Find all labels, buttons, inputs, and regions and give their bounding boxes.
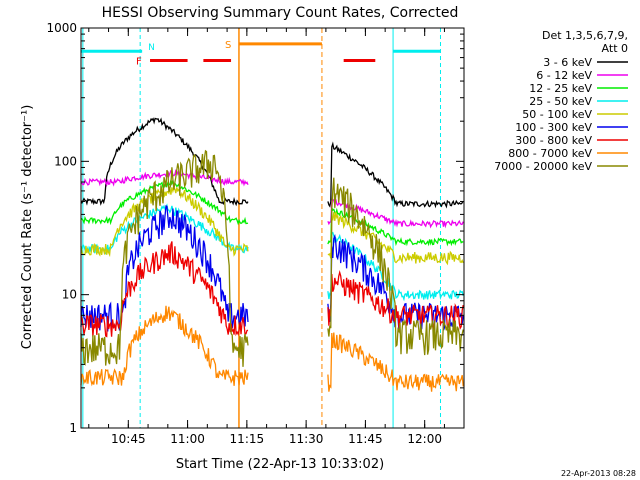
series-line-5-seg-0 [80,205,249,332]
y-axis-label: Corrected Count Rate (s⁻¹ detector⁻¹) [20,105,35,350]
legend-entry-label-2: 12 - 25 keV [529,82,592,95]
axes: 1 10 100 1000 10:45 11:00 11:15 11:30 11:45 12:00 [46,21,465,446]
series-line-7-seg-1 [327,332,464,392]
y-tick-label-3: 1000 [46,21,77,35]
series-line-0-seg-0 [80,117,249,207]
y-tick-label-0: 1 [69,421,77,435]
series-line-8-seg-0 [80,149,249,367]
legend-entry-label-1: 6 - 12 keV [536,69,592,82]
legend-entry-label-8: 7000 - 20000 keV [494,160,592,173]
legend-header-line2: Att 0 [602,42,628,55]
x-tick-label-2: 11:15 [230,432,265,446]
series-line-7-seg-0 [80,305,249,387]
legend-entry-label-0: 3 - 6 keV [543,56,592,69]
timestamp: 22-Apr-2013 08:28 [561,469,636,478]
legend-entry-label-6: 300 - 800 keV [515,134,592,147]
series-line-4-seg-0 [80,186,249,258]
y-tick-label-2: 100 [54,154,77,168]
plot-area: FN S [80,28,464,428]
x-tick-label-3: 11:30 [289,432,324,446]
series-line-2-seg-1 [327,207,464,247]
x-tick-label-4: 11:45 [348,432,383,446]
x-tick-label-0: 10:45 [111,432,146,446]
series-line-4-seg-1 [327,211,464,266]
series-line-2-seg-0 [80,178,249,226]
legend-entry-label-4: 50 - 100 keV [522,108,592,121]
legend-entry-label-7: 800 - 7000 keV [508,147,592,160]
series-line-0-seg-1 [327,141,464,209]
x-tick-label-5: 12:00 [407,432,442,446]
series-line-8-seg-1 [327,177,464,356]
series-line-6-seg-0 [80,241,249,338]
legend-header-line1: Det 1,3,5,6,7,9, [542,29,628,42]
y-tick-label-1: 10 [62,288,77,302]
flag-label-F: F [136,57,142,68]
legend-entry-label-5: 100 - 300 keV [515,121,592,134]
plot-frame [80,27,465,429]
x-axis-label: Start Time (22-Apr-13 10:33:02) [176,457,384,472]
chart-title: HESSI Observing Summary Count Rates, Cor… [102,5,459,21]
x-tick-label-1: 11:00 [170,432,205,446]
legend-entry-label-3: 25 - 50 keV [529,95,592,108]
flag-label-S: S [225,40,231,51]
flag-label-N: N [148,43,155,53]
series-line-3-seg-1 [327,231,464,302]
